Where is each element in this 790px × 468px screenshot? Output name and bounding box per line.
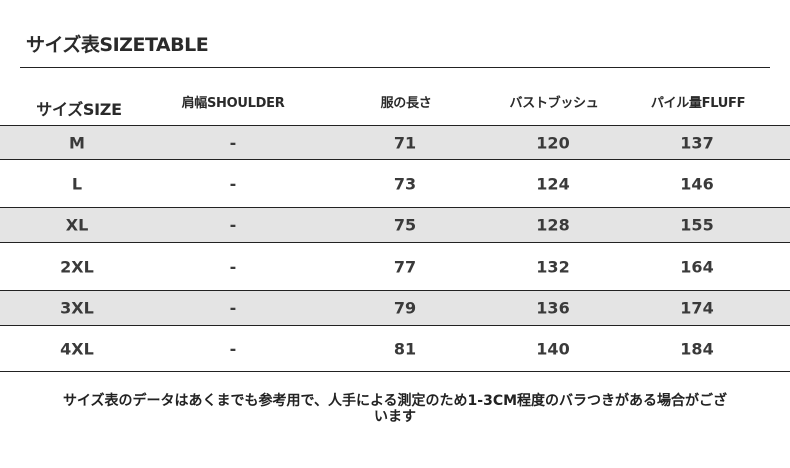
header-size: サイズSIZE: [36, 100, 122, 119]
cell-shoulder: -: [229, 174, 237, 193]
cell-bust: 124: [536, 174, 570, 193]
header-length: 服の長さ: [380, 96, 432, 111]
cell-fluff: 137: [680, 133, 714, 152]
table-row: 4XL - 81 140 184: [0, 326, 790, 372]
cell-fluff: 184: [680, 339, 714, 358]
cell-size: XL: [65, 215, 89, 235]
cell-size: M: [69, 133, 85, 152]
cell-length: 75: [393, 215, 417, 235]
cell-bust: 136: [536, 298, 570, 318]
cell-size: 3XL: [60, 298, 94, 318]
cell-fluff: 174: [680, 298, 714, 318]
cell-bust: 128: [536, 215, 570, 235]
header-shoulder: 肩幅SHOULDER: [181, 96, 285, 111]
table-row: L - 73 124 146: [0, 160, 790, 208]
cell-bust: 132: [536, 257, 570, 276]
cell-shoulder: -: [229, 215, 237, 235]
cell-shoulder: -: [229, 257, 237, 276]
cell-fluff: 164: [680, 257, 714, 276]
title-divider: [20, 67, 770, 68]
table-row: 3XL - 79 136 174: [0, 291, 790, 326]
cell-bust: 120: [536, 133, 570, 152]
cell-fluff: 146: [680, 174, 714, 193]
cell-fluff: 155: [680, 215, 714, 235]
cell-bust: 140: [536, 339, 570, 358]
cell-shoulder: -: [229, 133, 237, 152]
disclaimer-note: サイズ表のデータはあくまでも参考用で、人手による測定のため1-3CM程度のバラつ…: [62, 393, 728, 425]
cell-length: 77: [393, 257, 417, 276]
table-row: M - 71 120 137: [0, 125, 790, 160]
page-title: サイズ表SIZETABLE: [26, 34, 209, 56]
cell-size: L: [71, 174, 83, 193]
cell-length: 73: [393, 174, 417, 193]
header-bust: バストブッシュ: [509, 96, 599, 111]
cell-shoulder: -: [229, 339, 237, 358]
table-row: 2XL - 77 132 164: [0, 243, 790, 291]
table-row: XL - 75 128 155: [0, 208, 790, 243]
cell-length: 81: [393, 339, 417, 358]
cell-length: 71: [393, 133, 417, 152]
cell-length: 79: [393, 298, 417, 318]
cell-shoulder: -: [229, 298, 237, 318]
header-fluff: パイル量FLUFF: [650, 96, 746, 111]
cell-size: 2XL: [60, 257, 94, 276]
cell-size: 4XL: [60, 339, 94, 358]
